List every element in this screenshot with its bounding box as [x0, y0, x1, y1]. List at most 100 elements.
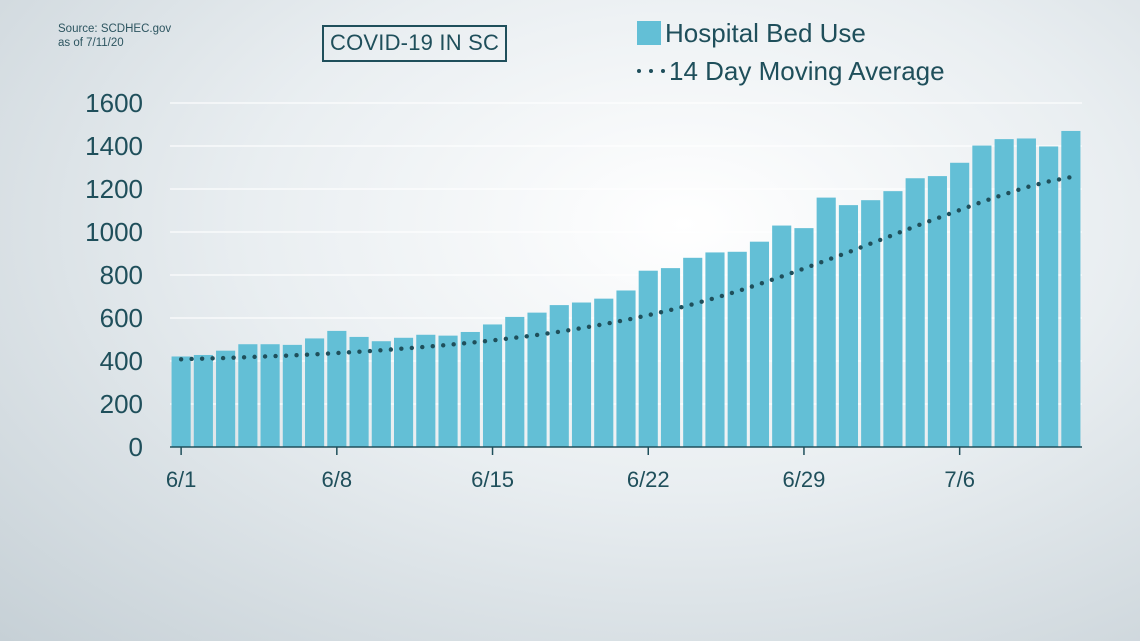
bar — [393, 337, 414, 447]
moving-average-dot — [868, 241, 873, 246]
moving-average-dot — [779, 274, 784, 279]
source-line: Source: SCDHEC.gov — [58, 23, 172, 35]
moving-average-dot — [534, 332, 540, 338]
moving-average-dot — [986, 197, 991, 202]
moving-average-dot — [1026, 184, 1031, 189]
bar — [727, 251, 747, 447]
bar — [571, 302, 592, 447]
moving-average-dot — [336, 350, 341, 356]
y-tick-label: 1200 — [85, 174, 143, 204]
bar — [282, 344, 302, 447]
y-axis: 0 200 400 600 800 1000 1200 1400 1600 — [85, 88, 143, 462]
bar — [861, 200, 881, 447]
y-tick-label: 1000 — [85, 217, 143, 247]
moving-average-dot — [1016, 187, 1021, 193]
moving-average-dot — [749, 284, 755, 289]
bar — [794, 228, 814, 447]
moving-average-dot — [294, 353, 299, 358]
x-tick-label: 6/15 — [471, 467, 514, 492]
bar — [216, 350, 236, 447]
y-tick-label: 1600 — [85, 88, 143, 118]
moving-average-dot — [367, 348, 373, 354]
bar — [883, 191, 903, 447]
moving-average-dot — [858, 245, 863, 250]
bar — [416, 334, 436, 447]
moving-average-dot — [378, 348, 383, 353]
moving-average-dot — [976, 200, 981, 206]
as-of-line: as of 7/11/20 — [58, 37, 124, 49]
moving-average-dot — [597, 322, 602, 328]
x-tick-label: 6/29 — [783, 467, 826, 492]
moving-average-dot — [441, 343, 446, 348]
legend: Hospital Bed Use 14 Day Moving Average — [637, 14, 945, 90]
bar — [238, 344, 258, 447]
moving-average-dot — [283, 353, 289, 358]
bar — [260, 344, 280, 447]
x-tick-label: 6/1 — [166, 467, 197, 492]
moving-average-dot — [819, 259, 824, 265]
moving-average-dot — [828, 256, 834, 261]
bar — [616, 290, 636, 447]
bar — [683, 257, 703, 447]
chart-title: COVID-19 IN SC — [322, 25, 508, 62]
moving-average-dot — [220, 355, 226, 361]
bar — [816, 197, 836, 447]
moving-average-dot — [789, 270, 794, 276]
legend-item-line: 14 Day Moving Average — [637, 52, 945, 90]
moving-average-dot — [838, 252, 844, 258]
y-tick-label: 0 — [129, 432, 143, 462]
moving-average-dot — [799, 267, 804, 272]
moving-average-dot — [210, 356, 215, 361]
moving-average-dot — [430, 344, 435, 349]
bar — [505, 316, 525, 447]
moving-average-dot — [699, 299, 704, 304]
y-tick-label: 1400 — [85, 131, 143, 161]
moving-average-dot — [936, 215, 942, 220]
moving-average-dot — [907, 226, 912, 231]
bar — [638, 270, 658, 447]
x-axis: 6/1 6/8 6/15 6/22 6/29 7/6 — [166, 446, 1082, 492]
x-tick-label: 6/22 — [627, 467, 670, 492]
moving-average-dot — [241, 355, 247, 360]
bar — [305, 338, 325, 447]
x-tick-label: 7/6 — [944, 467, 975, 492]
moving-average-dot — [1036, 181, 1041, 187]
moving-average-dot — [503, 336, 509, 342]
moving-average-dot — [576, 326, 581, 331]
moving-average-dot — [739, 287, 745, 292]
moving-average-dot — [252, 354, 257, 360]
bar — [482, 324, 503, 447]
bar — [749, 241, 770, 447]
y-tick-label: 600 — [100, 303, 143, 333]
bar — [905, 178, 925, 447]
moving-average-dot — [273, 353, 278, 359]
moving-average-dot — [917, 222, 922, 228]
moving-average-dot — [189, 356, 194, 362]
moving-average-dot — [399, 346, 404, 351]
moving-average-dot — [956, 208, 962, 213]
bar — [594, 298, 614, 447]
bar — [1061, 130, 1081, 447]
bar — [950, 162, 970, 447]
moving-average-dot — [679, 304, 684, 310]
moving-average-dot — [178, 357, 184, 362]
moving-average-dot — [996, 194, 1001, 199]
moving-average-dot — [689, 302, 694, 307]
moving-average-dot — [729, 290, 735, 296]
moving-average-dot — [887, 233, 893, 239]
moving-average-dot — [759, 281, 765, 286]
bar — [927, 176, 947, 447]
moving-average-dot — [966, 204, 971, 209]
moving-average-dot — [555, 329, 561, 335]
bar — [772, 225, 792, 447]
moving-average-dot — [482, 338, 488, 344]
moving-average-dot — [709, 296, 714, 302]
bar — [349, 336, 369, 447]
bars — [171, 130, 1081, 447]
moving-average-dot — [388, 347, 394, 352]
moving-average-dot — [1067, 175, 1072, 180]
legend-label-line: 14 Day Moving Average — [669, 55, 945, 86]
bar — [193, 354, 213, 447]
bar — [1016, 138, 1036, 447]
bar-swatch-icon — [637, 21, 661, 45]
